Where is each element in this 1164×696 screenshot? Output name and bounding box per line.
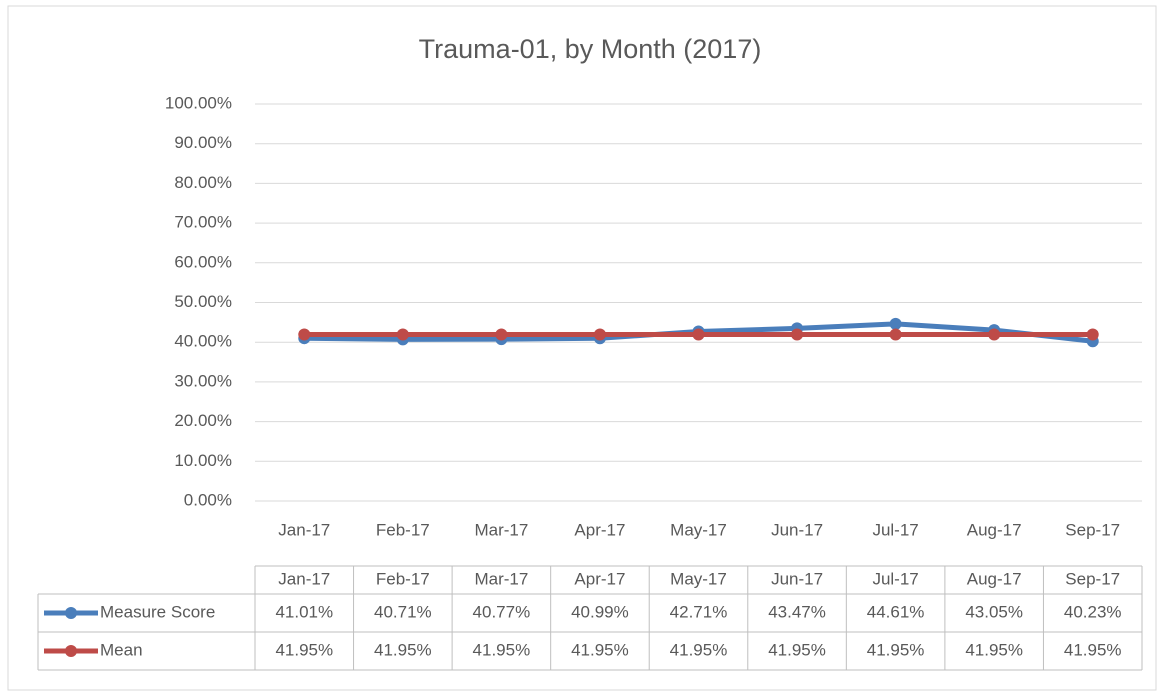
y-tick-label: 50.00% <box>174 292 232 311</box>
x-tick-label: May-17 <box>670 520 727 539</box>
marker <box>988 328 1001 341</box>
table-header: Jul-17 <box>872 569 918 588</box>
y-tick-label: 90.00% <box>174 133 232 152</box>
y-tick-label: 100.00% <box>165 93 232 112</box>
marker <box>1086 328 1099 341</box>
marker <box>889 328 902 341</box>
y-tick-label: 0.00% <box>184 490 232 509</box>
y-tick-label: 60.00% <box>174 252 232 271</box>
table-header: Apr-17 <box>574 569 625 588</box>
legend-label: Mean <box>100 640 143 659</box>
chart-title: Trauma-01, by Month (2017) <box>419 34 762 64</box>
table-value: 41.95% <box>374 640 432 659</box>
table-value: 41.95% <box>571 640 629 659</box>
table-value: 43.47% <box>768 602 826 621</box>
table-header: Sep-17 <box>1065 569 1120 588</box>
x-tick-label: Feb-17 <box>376 520 430 539</box>
table-header: Aug-17 <box>967 569 1022 588</box>
y-tick-label: 70.00% <box>174 213 232 232</box>
table-value: 41.01% <box>275 602 333 621</box>
x-tick-label: Apr-17 <box>574 520 625 539</box>
marker <box>692 328 705 341</box>
marker <box>593 328 606 341</box>
marker <box>396 328 409 341</box>
table-value: 41.95% <box>965 640 1023 659</box>
marker <box>791 328 804 341</box>
y-tick-label: 30.00% <box>174 371 232 390</box>
x-tick-label: Sep-17 <box>1065 520 1120 539</box>
table-value: 41.95% <box>867 640 925 659</box>
table-value: 44.61% <box>867 602 925 621</box>
table-value: 41.95% <box>473 640 531 659</box>
x-tick-label: Jan-17 <box>278 520 330 539</box>
x-tick-label: Aug-17 <box>967 520 1022 539</box>
x-tick-label: Jun-17 <box>771 520 823 539</box>
table-header: Mar-17 <box>474 569 528 588</box>
table-header: Jan-17 <box>278 569 330 588</box>
x-tick-label: Jul-17 <box>872 520 918 539</box>
y-tick-label: 10.00% <box>174 451 232 470</box>
marker <box>298 328 311 341</box>
table-value: 40.71% <box>374 602 432 621</box>
legend-label: Measure Score <box>100 602 215 621</box>
x-tick-label: Mar-17 <box>474 520 528 539</box>
table-value: 41.95% <box>1064 640 1122 659</box>
legend-marker <box>65 645 77 657</box>
chart-border <box>7 5 1157 691</box>
y-tick-label: 20.00% <box>174 411 232 430</box>
legend-marker <box>65 607 77 619</box>
table-value: 43.05% <box>965 602 1023 621</box>
table-header: Feb-17 <box>376 569 430 588</box>
table-value: 41.95% <box>768 640 826 659</box>
table-header: Jun-17 <box>771 569 823 588</box>
table-value: 40.77% <box>473 602 531 621</box>
table-value: 41.95% <box>275 640 333 659</box>
table-header: May-17 <box>670 569 727 588</box>
marker <box>495 328 508 341</box>
table-value: 40.99% <box>571 602 629 621</box>
marker <box>889 317 902 330</box>
y-tick-label: 80.00% <box>174 173 232 192</box>
y-tick-label: 40.00% <box>174 332 232 351</box>
table-value: 42.71% <box>670 602 728 621</box>
table-value: 41.95% <box>670 640 728 659</box>
table-value: 40.23% <box>1064 602 1122 621</box>
